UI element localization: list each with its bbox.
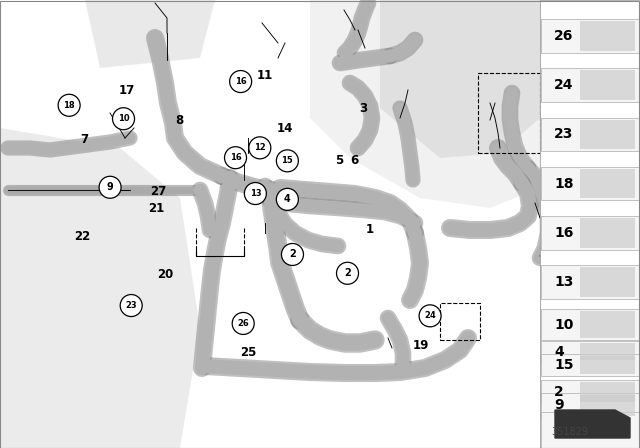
- Circle shape: [99, 176, 121, 198]
- Text: 11: 11: [257, 69, 273, 82]
- Text: 3: 3: [360, 102, 367, 116]
- Text: 2: 2: [554, 385, 564, 399]
- Polygon shape: [555, 410, 630, 438]
- Circle shape: [225, 146, 246, 169]
- Text: 16: 16: [235, 77, 246, 86]
- Text: 4: 4: [284, 194, 291, 204]
- Text: 16: 16: [554, 226, 573, 240]
- Text: 18: 18: [63, 101, 75, 110]
- Text: 26: 26: [554, 29, 573, 43]
- Bar: [580, 382, 635, 402]
- Text: 4: 4: [554, 345, 564, 359]
- Text: 23: 23: [554, 127, 573, 142]
- Text: 10: 10: [118, 114, 129, 123]
- Polygon shape: [380, 0, 540, 158]
- Bar: [541, 167, 639, 201]
- Bar: [541, 118, 639, 151]
- Circle shape: [232, 312, 254, 335]
- Bar: [541, 379, 639, 404]
- Text: 10: 10: [554, 318, 573, 332]
- Polygon shape: [310, 0, 540, 208]
- Text: 2: 2: [344, 268, 351, 278]
- Bar: [541, 216, 639, 250]
- Text: 25: 25: [240, 346, 257, 359]
- Polygon shape: [85, 0, 215, 68]
- Circle shape: [113, 108, 134, 130]
- Text: 5: 5: [335, 154, 343, 167]
- Text: 6: 6: [350, 154, 358, 167]
- Text: 9: 9: [107, 182, 113, 192]
- Circle shape: [230, 70, 252, 93]
- Text: 15: 15: [554, 358, 573, 372]
- Circle shape: [282, 243, 303, 266]
- Bar: [580, 395, 635, 416]
- Circle shape: [276, 188, 298, 211]
- Bar: [580, 218, 635, 248]
- Circle shape: [276, 150, 298, 172]
- Bar: [541, 309, 639, 340]
- Polygon shape: [0, 128, 200, 448]
- Text: 7: 7: [81, 133, 88, 146]
- Bar: [580, 169, 635, 198]
- Bar: [541, 69, 639, 102]
- Circle shape: [244, 182, 266, 205]
- Text: 9: 9: [554, 398, 564, 413]
- Bar: [541, 412, 639, 448]
- Text: 15: 15: [282, 156, 293, 165]
- Bar: [541, 19, 639, 53]
- Bar: [541, 265, 639, 299]
- Bar: [580, 120, 635, 149]
- Text: 23: 23: [125, 301, 137, 310]
- Text: 22: 22: [74, 230, 90, 243]
- Bar: [541, 393, 639, 418]
- Text: 26: 26: [237, 319, 249, 328]
- Text: 24: 24: [554, 78, 573, 92]
- Text: 2: 2: [289, 250, 296, 259]
- Bar: [541, 354, 639, 376]
- Text: 1: 1: [366, 223, 374, 237]
- Text: 27: 27: [150, 185, 167, 198]
- Text: 14: 14: [276, 122, 293, 135]
- Circle shape: [337, 262, 358, 284]
- Text: 16: 16: [230, 153, 241, 162]
- Text: 17: 17: [118, 84, 135, 97]
- Circle shape: [120, 294, 142, 317]
- Text: 24: 24: [424, 311, 436, 320]
- Text: 19: 19: [413, 339, 429, 353]
- Text: 18: 18: [554, 177, 573, 191]
- Text: 351829: 351829: [552, 427, 589, 437]
- Bar: [580, 21, 635, 51]
- Circle shape: [249, 137, 271, 159]
- Bar: [541, 341, 639, 362]
- Bar: [580, 343, 635, 361]
- Circle shape: [58, 94, 80, 116]
- Text: 8: 8: [175, 113, 183, 127]
- Text: 20: 20: [157, 267, 173, 281]
- Bar: [540, 0, 640, 448]
- Bar: [580, 356, 635, 374]
- Text: 13: 13: [554, 275, 573, 289]
- Text: 12: 12: [254, 143, 266, 152]
- Text: 13: 13: [250, 189, 261, 198]
- Bar: [580, 70, 635, 100]
- Bar: [580, 311, 635, 339]
- Circle shape: [419, 305, 441, 327]
- Text: 21: 21: [148, 202, 164, 215]
- Bar: [580, 267, 635, 297]
